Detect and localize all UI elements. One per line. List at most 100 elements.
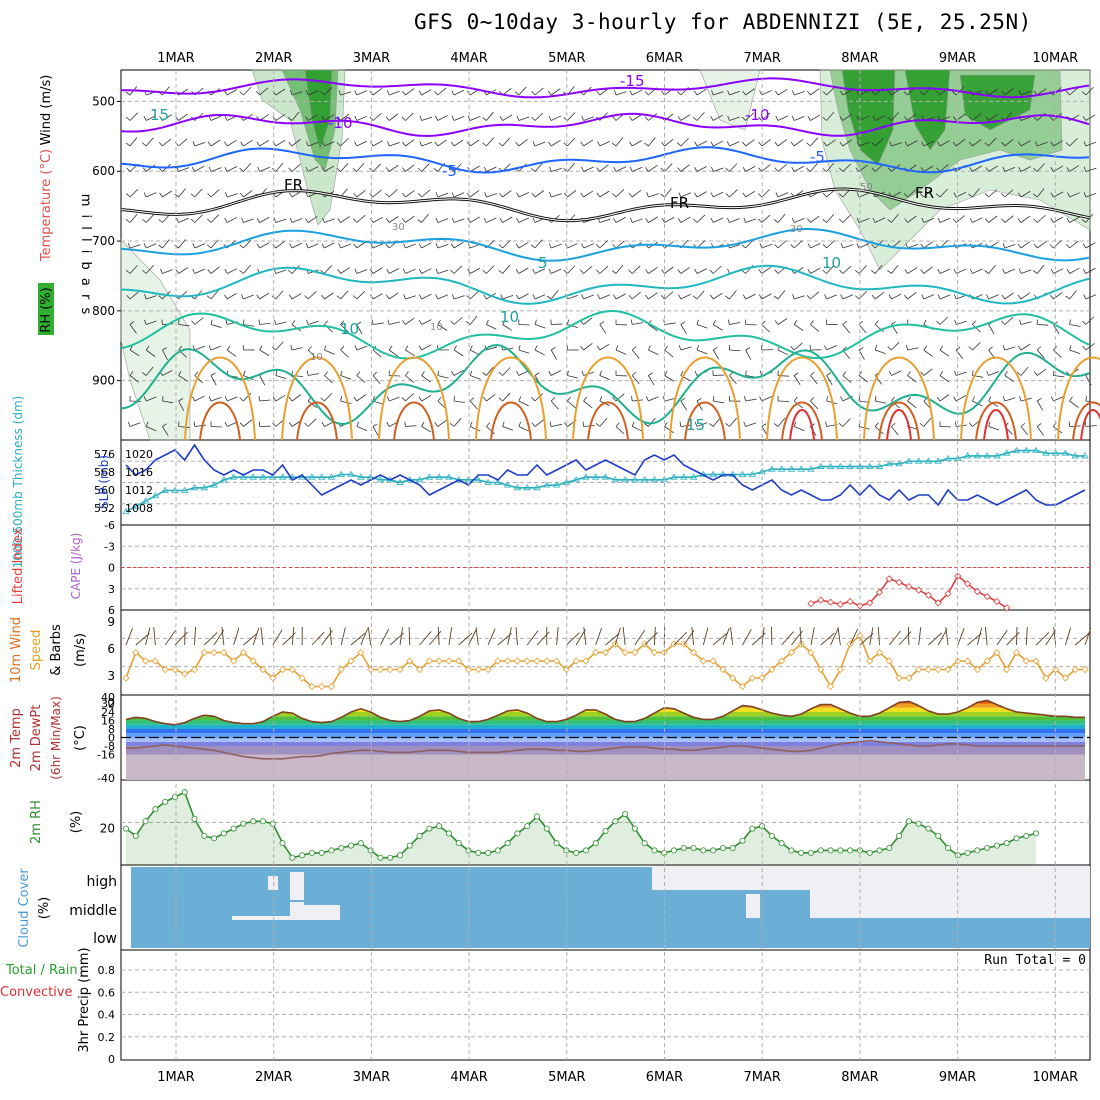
wind-barb	[275, 341, 284, 351]
wind-barb-flag	[1001, 193, 1006, 198]
wind-barb-flag	[661, 141, 665, 147]
wind-barb	[534, 268, 546, 274]
rh-shade	[304, 69, 333, 152]
wind-barb-flag	[191, 167, 196, 172]
wind-barb	[1020, 321, 1032, 325]
wind-barb	[356, 190, 366, 198]
wind-barb-flag	[596, 244, 601, 249]
contour-label: 10	[822, 254, 841, 272]
wind-speed-point	[513, 657, 521, 665]
wind-barb-flag	[758, 167, 763, 172]
wind-barb-flag	[372, 423, 378, 427]
wind-barb-flag	[272, 116, 277, 121]
wind-barb-10m	[1053, 627, 1057, 646]
wind-barb-flag	[1050, 268, 1054, 274]
time-label-bottom: 2MAR	[255, 1070, 292, 1085]
wind-barb	[550, 290, 559, 300]
wind-barb	[1020, 166, 1031, 172]
rh2m-point	[191, 815, 198, 822]
wind-barb-flag	[243, 370, 246, 376]
wind-barb	[437, 218, 449, 223]
wind-barb	[259, 216, 270, 223]
temp-tick: 32	[101, 698, 115, 711]
wind-barb-flag	[810, 397, 815, 402]
wind-barb	[356, 162, 365, 172]
wind-barb-10m	[614, 627, 621, 646]
wind-barb	[145, 366, 154, 376]
wind-barb	[972, 165, 983, 172]
wind-barb-flag	[708, 423, 714, 427]
upper-ylabel-rh: RH (%)	[39, 287, 54, 332]
wind-tick: 3	[107, 669, 115, 683]
wind-barb-flag	[648, 345, 651, 351]
wind-barb	[1069, 165, 1080, 172]
wind-barb-flag	[158, 167, 163, 172]
wind-barb-flag	[694, 421, 698, 427]
wind-barb	[631, 375, 640, 385]
wind-barb-flag	[193, 421, 196, 427]
wind-barb	[194, 395, 205, 402]
wind-barb	[469, 139, 480, 147]
wind-barb-flag	[825, 421, 827, 427]
wind-barb	[291, 265, 300, 274]
wind-barb-flag	[856, 192, 860, 198]
wind-barb-flag	[791, 166, 795, 172]
wind-barb	[988, 294, 999, 300]
wind-barb	[777, 400, 790, 402]
wind-barb-flag	[547, 90, 552, 96]
temp-band	[126, 741, 1085, 746]
wind-barb	[129, 112, 139, 121]
wind-barb	[356, 241, 367, 249]
wind-barb	[615, 91, 627, 96]
wind-barb-10m	[984, 627, 988, 646]
cloud-level-label: middle	[69, 903, 117, 919]
wind-barb	[1036, 241, 1047, 249]
wind-barb-flag	[710, 116, 714, 121]
wind-barb	[129, 137, 138, 147]
wind-barb-flag	[421, 371, 425, 376]
wind-barb	[518, 86, 527, 96]
wind-barb-flag	[696, 398, 702, 402]
wind-barb-flag	[937, 141, 941, 147]
wind-barb-flag	[920, 371, 925, 376]
wind-barb	[194, 142, 206, 147]
wind-barb	[729, 290, 737, 300]
lifted-index-point	[905, 583, 913, 591]
wind-barb-flag	[871, 91, 876, 96]
wind-barb-flag	[919, 193, 925, 198]
wind-barb	[534, 239, 543, 249]
wind-barb	[486, 166, 497, 172]
wind-speed-point	[171, 665, 179, 674]
wind-barb-flag	[920, 167, 925, 172]
wind-barb-10m	[799, 627, 802, 646]
temp-contour-warm	[475, 356, 547, 441]
time-axis: 1MAR1MAR2MAR2MAR3MAR3MAR4MAR4MAR5MAR5MAR…	[157, 51, 1078, 1085]
wind-barb	[680, 192, 692, 198]
wind-barb	[178, 375, 189, 382]
wind-barb-flag	[1033, 167, 1038, 172]
wind-barb	[988, 324, 995, 335]
wind-barb	[567, 137, 576, 147]
wind-barb-flag	[645, 396, 649, 402]
wind-barb	[1085, 86, 1094, 96]
wind-barb-flag	[449, 423, 455, 427]
wind-barb-10m	[595, 627, 602, 646]
wind-barb	[858, 265, 867, 274]
temp-contour-warm	[684, 401, 726, 441]
wind-barb-flag	[1018, 141, 1022, 147]
contour-label: 10	[310, 352, 323, 363]
wind-barb	[534, 141, 546, 147]
wind-barb	[340, 349, 350, 358]
temp-contour-warm	[878, 401, 920, 441]
rh-tick: 20	[100, 822, 115, 836]
wind-barb-flag	[599, 321, 605, 325]
wind-speed-point	[357, 648, 365, 657]
rh2m-point	[866, 849, 873, 856]
wind-barb-flag	[580, 192, 584, 198]
wind-barb-flag	[1002, 345, 1006, 351]
thickness-point	[464, 476, 473, 483]
contour-label: 30	[790, 224, 803, 235]
wind-barb-flag	[840, 243, 844, 249]
